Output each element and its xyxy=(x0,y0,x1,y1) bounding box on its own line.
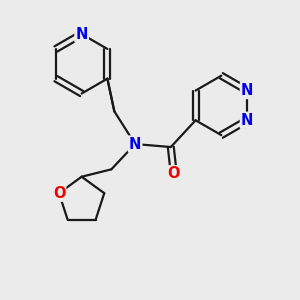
Text: N: N xyxy=(241,83,253,98)
Text: O: O xyxy=(167,166,180,181)
Text: N: N xyxy=(76,27,88,42)
Text: N: N xyxy=(129,136,141,152)
Text: N: N xyxy=(241,113,253,128)
Text: O: O xyxy=(53,186,65,201)
